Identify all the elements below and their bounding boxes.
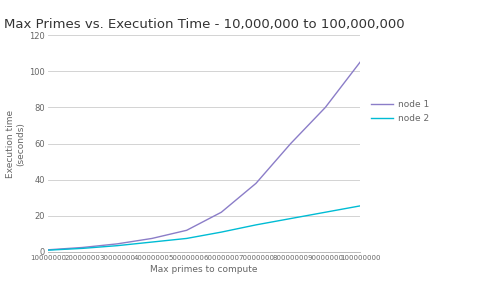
node 1 xyxy=(288,142,294,145)
node 2 xyxy=(45,248,51,252)
node 2 xyxy=(184,237,190,240)
node 2 xyxy=(323,210,328,214)
node 1 xyxy=(80,246,85,249)
node 2 xyxy=(149,240,155,244)
node 1 xyxy=(45,248,51,252)
Line: node 1: node 1 xyxy=(48,62,360,250)
node 2 xyxy=(288,217,294,220)
Line: node 2: node 2 xyxy=(48,206,360,250)
node 1 xyxy=(184,229,190,232)
node 2 xyxy=(80,247,85,250)
node 1 xyxy=(114,242,120,246)
node 2 xyxy=(253,223,259,227)
Legend: node 1, node 2: node 1, node 2 xyxy=(371,100,429,123)
Y-axis label: Execution time
(seconds): Execution time (seconds) xyxy=(6,110,25,178)
Title: Max Primes vs. Execution Time - 10,000,000 to 100,000,000: Max Primes vs. Execution Time - 10,000,0… xyxy=(4,18,404,31)
node 1 xyxy=(149,237,155,240)
node 1 xyxy=(253,182,259,185)
node 2 xyxy=(218,230,224,234)
node 1 xyxy=(323,106,328,109)
X-axis label: Max primes to compute: Max primes to compute xyxy=(150,265,258,274)
node 1 xyxy=(218,210,224,214)
node 1 xyxy=(357,61,363,64)
node 2 xyxy=(357,204,363,208)
node 2 xyxy=(114,244,120,247)
